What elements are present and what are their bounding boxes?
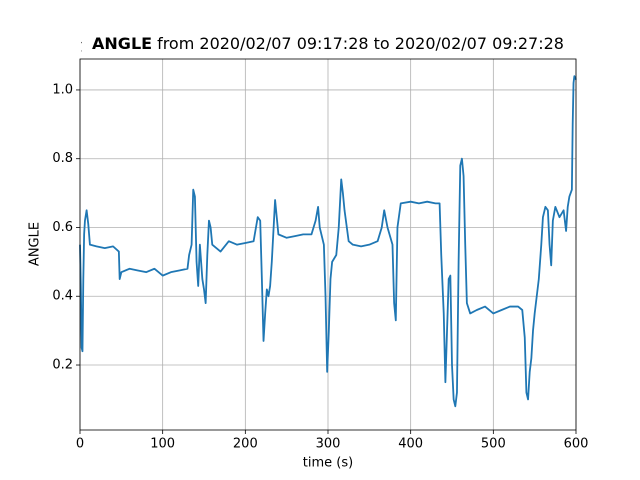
- y-tick-label: 0.6: [52, 220, 73, 235]
- title-range: from 2020/02/07 09:17:28 to 2020/02/07 0…: [157, 34, 564, 53]
- x-axis-label: time (s): [303, 456, 353, 471]
- x-tick-label: 600: [564, 437, 589, 452]
- x-tick-label: 0: [76, 437, 84, 452]
- x-tick-label: 100: [150, 437, 175, 452]
- y-tick-label: 0.4: [52, 289, 73, 304]
- y-axis-label: ANGLE: [28, 222, 43, 266]
- y-tick-label: 1.0: [52, 82, 73, 97]
- title-variable: ANGLE: [92, 34, 152, 53]
- title-background: [82, 36, 574, 56]
- data-line: [79, 75, 577, 408]
- chart-title: ANGLE from 2020/02/07 09:17:28 to 2020/02…: [92, 34, 564, 53]
- x-tick-label: 300: [316, 437, 341, 452]
- x-tick-label: 400: [398, 437, 423, 452]
- y-tick-label: 0.8: [52, 151, 73, 166]
- x-tick-label: 200: [233, 437, 258, 452]
- x-tick-label: 500: [481, 437, 506, 452]
- axes-frame: [79, 58, 577, 431]
- y-tick-label: 0.2: [52, 358, 73, 373]
